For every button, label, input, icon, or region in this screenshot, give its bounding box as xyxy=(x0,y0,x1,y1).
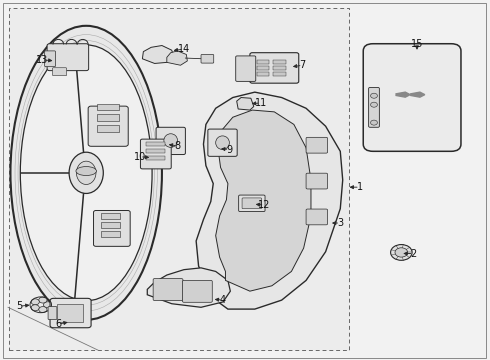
FancyBboxPatch shape xyxy=(156,127,185,154)
Bar xyxy=(273,60,286,64)
FancyBboxPatch shape xyxy=(250,53,299,83)
Polygon shape xyxy=(237,98,254,110)
Polygon shape xyxy=(143,45,174,63)
Polygon shape xyxy=(216,110,311,291)
Circle shape xyxy=(44,302,52,308)
Circle shape xyxy=(370,93,377,98)
Text: 4: 4 xyxy=(220,295,226,305)
Bar xyxy=(257,66,270,70)
Text: 2: 2 xyxy=(411,248,416,258)
FancyBboxPatch shape xyxy=(239,195,265,212)
Bar xyxy=(147,141,165,146)
Text: 6: 6 xyxy=(55,319,61,329)
Text: 14: 14 xyxy=(178,44,190,54)
Circle shape xyxy=(31,305,39,311)
FancyBboxPatch shape xyxy=(153,279,183,301)
FancyBboxPatch shape xyxy=(48,307,57,319)
Circle shape xyxy=(31,299,39,305)
Bar xyxy=(257,60,270,64)
FancyBboxPatch shape xyxy=(242,198,262,209)
Text: 3: 3 xyxy=(337,218,343,228)
Text: 11: 11 xyxy=(254,98,267,108)
Bar xyxy=(101,231,121,237)
FancyBboxPatch shape xyxy=(94,211,130,246)
Text: 10: 10 xyxy=(134,152,146,162)
Polygon shape xyxy=(147,268,230,307)
Ellipse shape xyxy=(164,134,177,147)
Bar xyxy=(9,8,349,350)
FancyBboxPatch shape xyxy=(306,137,328,153)
Polygon shape xyxy=(196,92,343,309)
Polygon shape xyxy=(410,92,425,97)
Ellipse shape xyxy=(10,26,162,320)
Text: 12: 12 xyxy=(258,200,271,210)
FancyBboxPatch shape xyxy=(306,209,328,225)
Bar xyxy=(57,304,83,322)
FancyBboxPatch shape xyxy=(88,106,128,146)
FancyBboxPatch shape xyxy=(236,56,256,81)
Polygon shape xyxy=(167,51,187,65)
Bar xyxy=(147,149,165,153)
FancyBboxPatch shape xyxy=(306,173,328,189)
Circle shape xyxy=(370,102,377,107)
FancyBboxPatch shape xyxy=(363,44,461,151)
FancyBboxPatch shape xyxy=(47,44,89,71)
FancyBboxPatch shape xyxy=(201,54,214,63)
Bar xyxy=(273,66,286,70)
Text: 13: 13 xyxy=(36,55,49,65)
Text: 9: 9 xyxy=(226,144,232,154)
Bar xyxy=(273,72,286,76)
FancyBboxPatch shape xyxy=(45,51,55,67)
Text: 5: 5 xyxy=(16,301,23,311)
Ellipse shape xyxy=(76,161,96,184)
Bar xyxy=(101,222,121,228)
FancyBboxPatch shape xyxy=(141,139,171,169)
Bar xyxy=(101,213,121,219)
FancyBboxPatch shape xyxy=(208,129,237,156)
Bar xyxy=(97,114,119,121)
Circle shape xyxy=(39,297,47,303)
Text: 8: 8 xyxy=(174,141,181,151)
Bar xyxy=(97,104,119,110)
Ellipse shape xyxy=(76,167,97,176)
Text: 15: 15 xyxy=(411,39,423,49)
Polygon shape xyxy=(395,92,410,97)
Circle shape xyxy=(391,244,412,260)
Circle shape xyxy=(39,307,47,312)
Bar xyxy=(147,156,165,160)
FancyBboxPatch shape xyxy=(52,68,67,76)
Ellipse shape xyxy=(216,136,229,149)
Text: 7: 7 xyxy=(299,60,306,70)
Text: 1: 1 xyxy=(357,182,363,192)
Bar xyxy=(257,72,270,76)
FancyBboxPatch shape xyxy=(182,280,212,302)
Circle shape xyxy=(395,248,408,257)
Circle shape xyxy=(370,120,377,125)
Bar xyxy=(97,125,119,132)
FancyBboxPatch shape xyxy=(368,87,379,127)
FancyBboxPatch shape xyxy=(50,298,91,328)
Ellipse shape xyxy=(20,45,152,301)
Ellipse shape xyxy=(69,152,103,193)
